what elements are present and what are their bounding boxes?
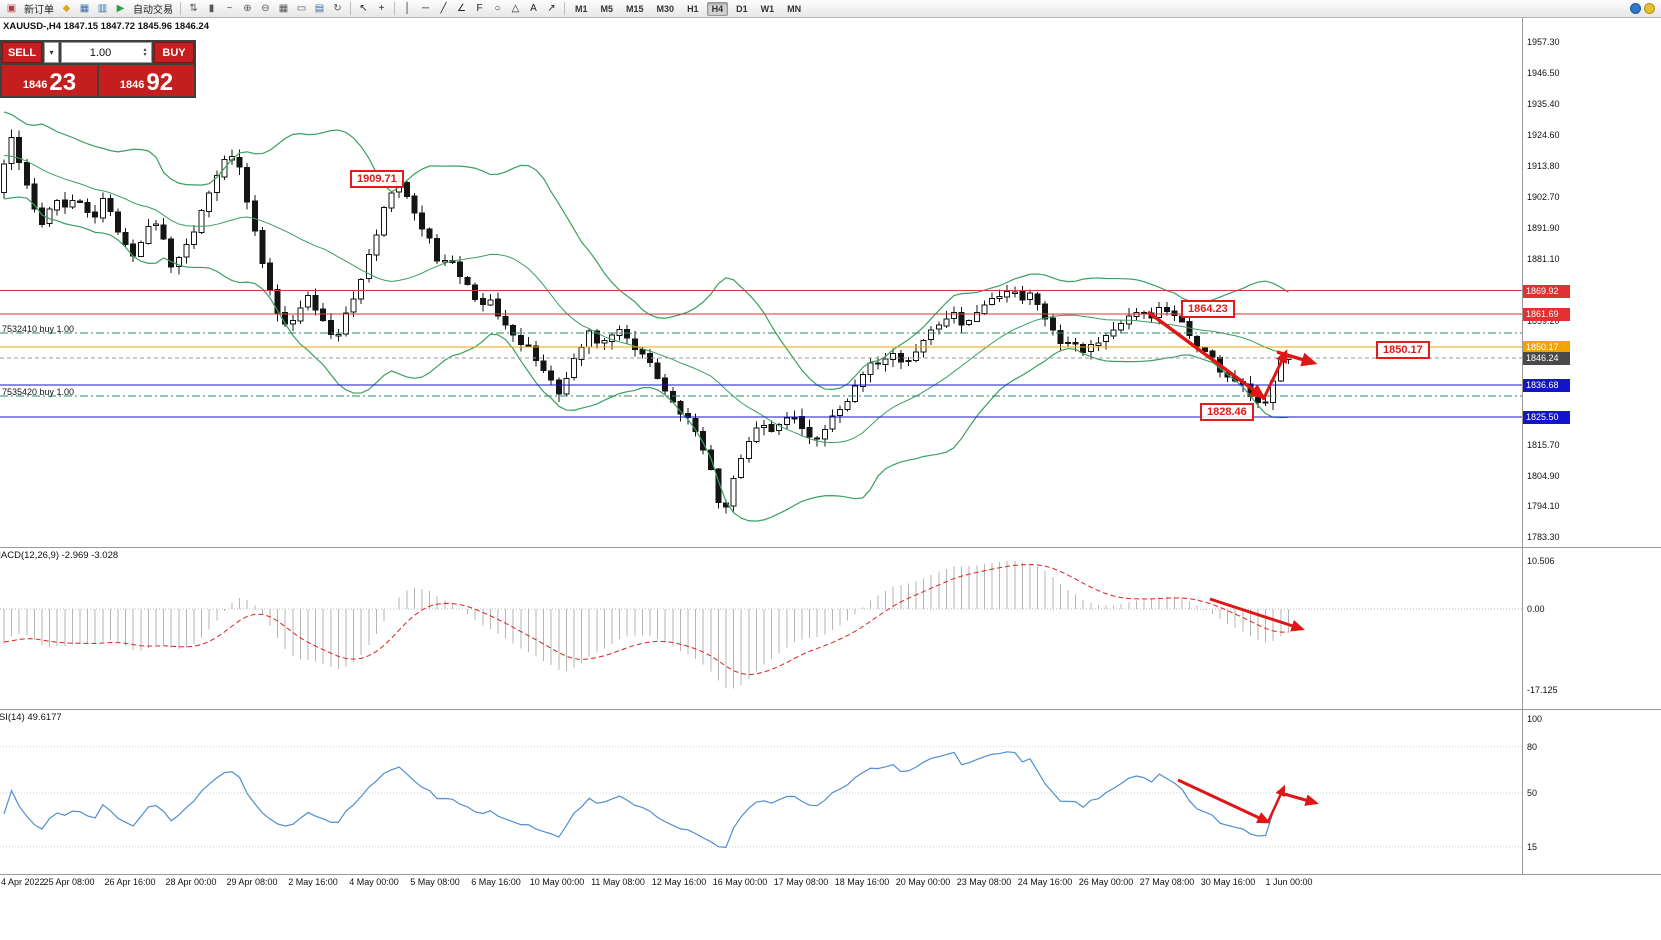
cursor-icon[interactable]: ↖	[359, 2, 368, 14]
timeframe-button-mn[interactable]: MN	[787, 3, 802, 14]
sell-button[interactable]: SELL	[2, 42, 42, 63]
vertical-line-tool-icon[interactable]: │	[404, 2, 411, 14]
lot-box: 1.00 ▴ ▾	[61, 42, 152, 63]
candlestick-chart-icon[interactable]: ▮	[208, 2, 215, 14]
rsi-line	[3, 751, 1289, 848]
timeframe-button-m30[interactable]: M30	[656, 3, 675, 14]
timeframe-button-h1[interactable]: H1	[687, 3, 699, 14]
toolbar-separator	[394, 2, 395, 15]
timeframe-button-m1[interactable]: M1	[575, 3, 588, 14]
macd-histogram	[3, 561, 1289, 689]
new-order-button[interactable]: 新订单	[24, 5, 54, 16]
trend-arrows	[1146, 310, 1319, 824]
navigator-icon[interactable]: ▥	[97, 2, 108, 14]
timeframe-button-w1[interactable]: W1	[760, 3, 775, 14]
line-chart-icon[interactable]: ~	[226, 2, 233, 14]
autotrading-icon[interactable]: ▶	[116, 2, 125, 14]
grid-icon[interactable]: ▦	[278, 2, 289, 14]
buy-price-main: 1846	[119, 79, 145, 91]
toolbar: ▣ 新订单 ◆ ▦ ▥ ▶ 自动交易 ⇅ ▮ ~ ⊕ ⊖ ▦ ▭ ▤ ↻ ↖ + │ ─ ╱ ∠ F ○ △ A ↗ M1 M5 M15 M…	[0, 0, 1661, 18]
bollinger-bands	[3, 111, 1289, 522]
horizontal-line-tool-icon[interactable]: ─	[421, 2, 430, 14]
zoom-out-icon[interactable]: ⊖	[261, 2, 270, 14]
sell-price[interactable]: 1846 23	[2, 65, 99, 96]
cascade-windows-icon[interactable]: ▤	[314, 2, 325, 14]
triangle-tool-icon[interactable]: △	[511, 2, 520, 14]
bollinger-middle	[3, 154, 1289, 444]
notifications-icon[interactable]	[1644, 3, 1655, 14]
toolbar-separator	[350, 2, 351, 15]
lot-stepper[interactable]: ▴ ▾	[143, 46, 147, 58]
lot-dropdown[interactable]: ▾	[44, 42, 59, 63]
channel-tool-icon[interactable]: ∠	[457, 2, 466, 14]
tile-windows-icon[interactable]: ▭	[296, 2, 307, 14]
timeframe-button-m5[interactable]: M5	[600, 3, 614, 14]
bollinger-upper	[3, 111, 1289, 390]
autotrading-button[interactable]: 自动交易	[133, 5, 173, 16]
bollinger-lower	[3, 196, 1289, 522]
fibonacci-tool-icon[interactable]: F	[476, 2, 483, 14]
ellipse-tool-icon[interactable]: ○	[494, 2, 501, 14]
trend-arrow[interactable]	[1177, 778, 1271, 824]
buy-price[interactable]: 1846 92	[99, 65, 194, 96]
macd-label: MACD(12,26,9) -2.969 -3.028	[0, 550, 119, 561]
position-label-2: 7535420 buy 1.00	[2, 387, 75, 397]
trend-arrow[interactable]	[1276, 790, 1319, 806]
timeframe-button-m15[interactable]: M15	[626, 3, 644, 14]
toolbar-separator	[564, 2, 565, 15]
trend-arrow[interactable]	[1209, 597, 1305, 632]
trend-arrow[interactable]	[1276, 350, 1318, 367]
sell-price-pips: 23	[49, 69, 77, 96]
position-label-1: 7532410 buy 1.00	[2, 324, 75, 334]
one-click-trading-widget: SELL ▾ 1.00 ▴ ▾ BUY 1846 23 1846 92	[0, 40, 196, 98]
text-tool-icon[interactable]: A	[530, 2, 537, 14]
buy-price-pips: 92	[146, 69, 174, 96]
chart-title: XAUUSD-,H4 1847.15 1847.72 1845.96 1846.…	[3, 21, 209, 32]
toolbar-separator	[180, 2, 181, 15]
crosshair-icon[interactable]: +	[378, 2, 385, 14]
macd-signal-line	[3, 564, 1289, 676]
rsi-panel	[0, 746, 1522, 848]
community-icon[interactable]	[1630, 3, 1641, 14]
timeframe-button-h4[interactable]: H4	[706, 1, 729, 16]
zoom-in-icon[interactable]: ⊕	[243, 2, 252, 14]
toolbar-right	[1630, 3, 1658, 14]
trade-prices-row: 1846 23 1846 92	[2, 65, 194, 96]
rsi-label: RSI(14) 49.6177	[0, 712, 62, 723]
market-watch-icon[interactable]: ▦	[79, 2, 90, 14]
trend-arrow[interactable]	[1146, 310, 1266, 400]
macd-panel	[0, 561, 1522, 689]
timeframe-button-d1[interactable]: D1	[736, 3, 748, 14]
horizontal-levels	[0, 290, 1522, 418]
arrow-tool-icon[interactable]: ↗	[547, 2, 556, 14]
bar-chart-icon[interactable]: ⇅	[189, 2, 198, 14]
trade-controls-row: SELL ▾ 1.00 ▴ ▾ BUY	[2, 42, 194, 63]
sell-price-main: 1846	[22, 79, 48, 91]
alerts-icon[interactable]: ◆	[62, 2, 71, 14]
new-order-icon[interactable]: ▣	[6, 2, 17, 14]
trendline-tool-icon[interactable]: ╱	[440, 2, 447, 14]
buy-button[interactable]: BUY	[154, 42, 194, 63]
trend-arrow[interactable]	[1261, 349, 1288, 401]
refresh-icon[interactable]: ↻	[333, 2, 342, 14]
lot-size-input[interactable]: 1.00	[89, 46, 112, 59]
candlestick-series	[1, 129, 1292, 514]
